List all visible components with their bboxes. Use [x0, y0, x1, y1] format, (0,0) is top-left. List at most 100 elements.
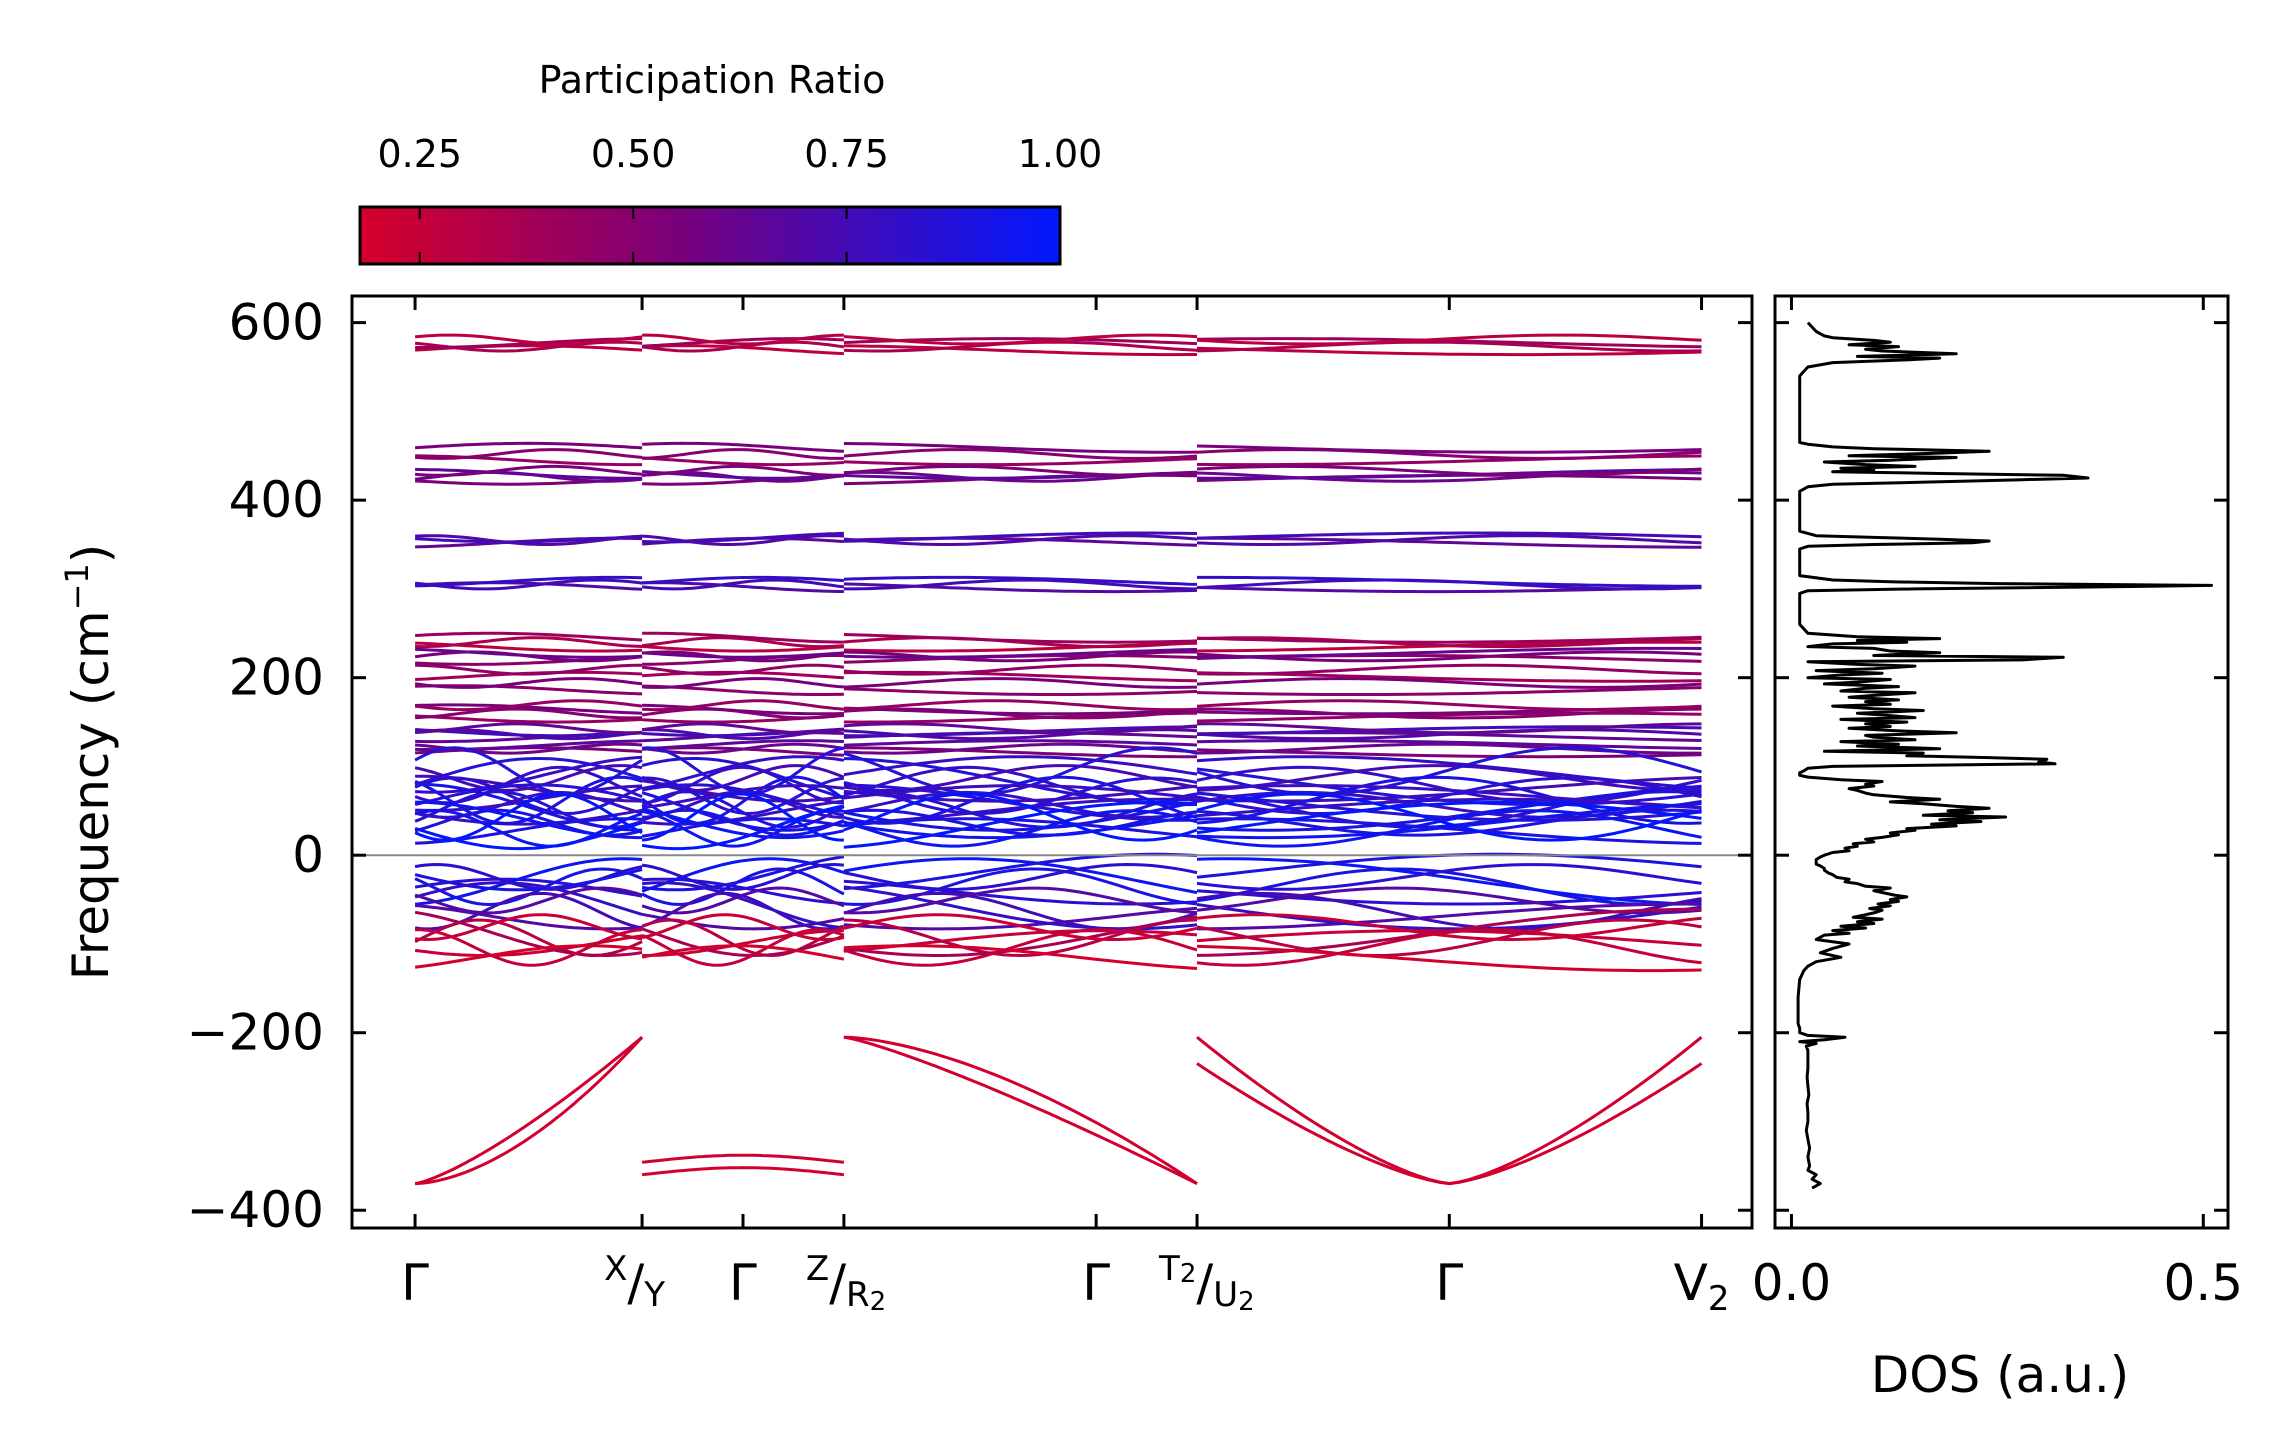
- band-line: [641, 575, 844, 585]
- band-line: [641, 340, 845, 353]
- band-line: [641, 755, 845, 790]
- band-line: [843, 776, 1198, 816]
- band-line: [641, 663, 845, 676]
- band-line: [414, 792, 643, 842]
- band-line: [642, 448, 844, 460]
- band-line: [415, 714, 643, 724]
- dos-curve: [1796, 321, 2213, 1190]
- band-line: [1196, 444, 1702, 454]
- band-line: [843, 801, 1198, 849]
- band-line: [843, 706, 1198, 716]
- band-line: [1196, 857, 1702, 906]
- band-line: [642, 699, 845, 712]
- high-symmetry-label: Γ: [1082, 1254, 1110, 1312]
- band-line: [641, 886, 845, 915]
- band-line: [1196, 333, 1702, 346]
- high-symmetry-label: X/Y: [604, 1249, 665, 1315]
- band-line: [843, 670, 1198, 683]
- band-line: [415, 636, 643, 649]
- band-line: [1197, 536, 1702, 549]
- band-line: [414, 934, 643, 957]
- band-line: [843, 575, 1198, 586]
- band-line: [641, 862, 845, 891]
- band-axes-frame: [350, 294, 1754, 1230]
- band-line: [843, 928, 1198, 967]
- band-y-tick-label: 0: [292, 826, 324, 884]
- band-line: [1196, 802, 1702, 840]
- band-line: [843, 792, 1198, 842]
- band-line: [641, 867, 845, 906]
- band-line: [642, 776, 845, 816]
- band-line: [843, 448, 1198, 460]
- band-line: [641, 636, 845, 649]
- band-line: [1196, 531, 1702, 540]
- band-line: [843, 862, 1198, 891]
- band-line: [642, 645, 845, 653]
- band-line: [415, 703, 643, 715]
- band-line: [843, 746, 1197, 759]
- band-line: [415, 467, 643, 480]
- band-line-soft-mode: [843, 1035, 1198, 1185]
- band-line: [641, 927, 845, 958]
- band-line-soft-mode: [1196, 1062, 1703, 1186]
- band-line: [415, 755, 643, 794]
- band-line: [414, 776, 643, 816]
- band-line: [642, 739, 844, 751]
- band-line: [1196, 809, 1702, 848]
- band-line: [641, 804, 845, 851]
- band-line: [641, 808, 845, 837]
- band-line: [843, 857, 1198, 895]
- band-line: [843, 814, 1198, 840]
- band-line: [843, 633, 1198, 644]
- band-structure-panel: Γ X/Y Γ Z/R2 Γ T2/U2 Γ V2 −400 −200 0 200 400 600 Fr…: [58, 294, 1754, 1319]
- band-line: [1196, 464, 1702, 477]
- band-line: [1196, 707, 1702, 720]
- band-y-tick-label: 600: [229, 294, 324, 352]
- band-y-tick-label: 400: [229, 471, 324, 529]
- band-line: [843, 464, 1198, 477]
- band-line: [843, 808, 1198, 837]
- band-line: [415, 663, 643, 676]
- band-line: [642, 333, 844, 346]
- band-line: [414, 881, 643, 916]
- band-line: [414, 677, 643, 689]
- band-line: [1196, 663, 1702, 676]
- band-line: [1196, 636, 1702, 649]
- colorbar-tick-label: 0.25: [377, 132, 462, 176]
- band-line: [843, 677, 1198, 689]
- band-line: [843, 784, 1198, 800]
- dos-x-ticks: 0.0 0.5: [1752, 296, 2243, 1312]
- band-line: [1196, 808, 1702, 837]
- band-line: [843, 790, 1198, 829]
- band-line: [1196, 863, 1702, 891]
- band-line: [642, 677, 844, 689]
- band-line: [414, 857, 643, 906]
- band-line: [1196, 635, 1702, 644]
- band-line: [642, 651, 844, 659]
- band-line: [1196, 776, 1702, 816]
- band-line: [843, 650, 1198, 663]
- dos-x-tick-label: 0.0: [1752, 1254, 1832, 1312]
- band-line: [843, 457, 1198, 467]
- band-line: [415, 722, 643, 735]
- band-line: [414, 746, 643, 796]
- band-line: [414, 728, 643, 738]
- band-line: [414, 809, 643, 848]
- band-line: [414, 333, 643, 346]
- band-line: [1196, 748, 1702, 759]
- band-y-tick-label: −400: [187, 1181, 324, 1239]
- band-line: [415, 800, 643, 840]
- band-line: [1196, 913, 1702, 942]
- band-line: [843, 531, 1198, 543]
- band-line: [1196, 340, 1702, 353]
- band-line: [642, 581, 844, 593]
- band-line: [414, 783, 643, 807]
- dos-x-tick-label: 0.5: [2164, 1254, 2244, 1312]
- high-symmetry-label: Z/R2: [806, 1249, 886, 1317]
- dos-panel: 0.0 0.5 DOS (a.u.): [1752, 294, 2243, 1404]
- band-line: [414, 910, 643, 957]
- band-line: [1196, 784, 1702, 810]
- band-line: [642, 441, 844, 453]
- colorbar-ticks: 0.25 0.50 0.75 1.00: [377, 132, 1102, 264]
